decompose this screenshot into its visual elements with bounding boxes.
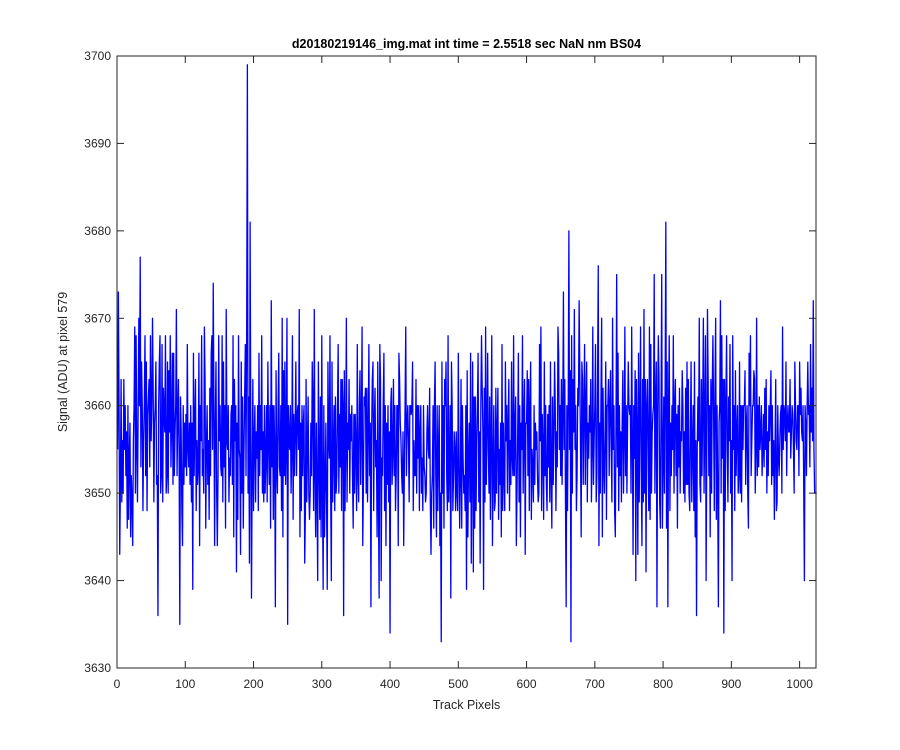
y-tick-label: 3680 (84, 224, 111, 238)
y-axis-label: Signal (ADU) at pixel 579 (56, 292, 70, 432)
x-tick-label: 0 (114, 677, 121, 691)
y-tick-label: 3640 (84, 574, 111, 588)
y-tick-label: 3700 (84, 49, 111, 63)
x-tick-label: 700 (585, 677, 605, 691)
x-tick-label: 900 (721, 677, 741, 691)
plot-frame (116, 55, 817, 669)
x-tick-label: 600 (517, 677, 537, 691)
series-layer (117, 64, 817, 643)
chart-title: d20180219146_img.mat int time = 2.5518 s… (292, 37, 641, 51)
x-tick-label: 500 (448, 677, 468, 691)
x-tick-label: 1000 (786, 677, 813, 691)
y-tick-label: 3690 (84, 136, 111, 150)
y-axis-ticks: 3630 3640 3650 3660 3670 3680 3690 3700 (84, 49, 816, 675)
x-tick-label: 200 (244, 677, 264, 691)
y-tick-label: 3660 (84, 399, 111, 413)
series-line-0 (117, 64, 817, 643)
x-tick-label: 400 (380, 677, 400, 691)
y-tick-label: 3650 (84, 486, 111, 500)
x-axis-ticks: 0 100 200 300 400 500 600 700 800 900 1000 (114, 56, 813, 691)
x-axis-label: Track Pixels (433, 698, 501, 712)
y-tick-label: 3670 (84, 311, 111, 325)
x-tick-label: 300 (312, 677, 332, 691)
y-tick-label: 3630 (84, 661, 111, 675)
x-tick-label: 100 (175, 677, 195, 691)
x-tick-label: 800 (653, 677, 673, 691)
